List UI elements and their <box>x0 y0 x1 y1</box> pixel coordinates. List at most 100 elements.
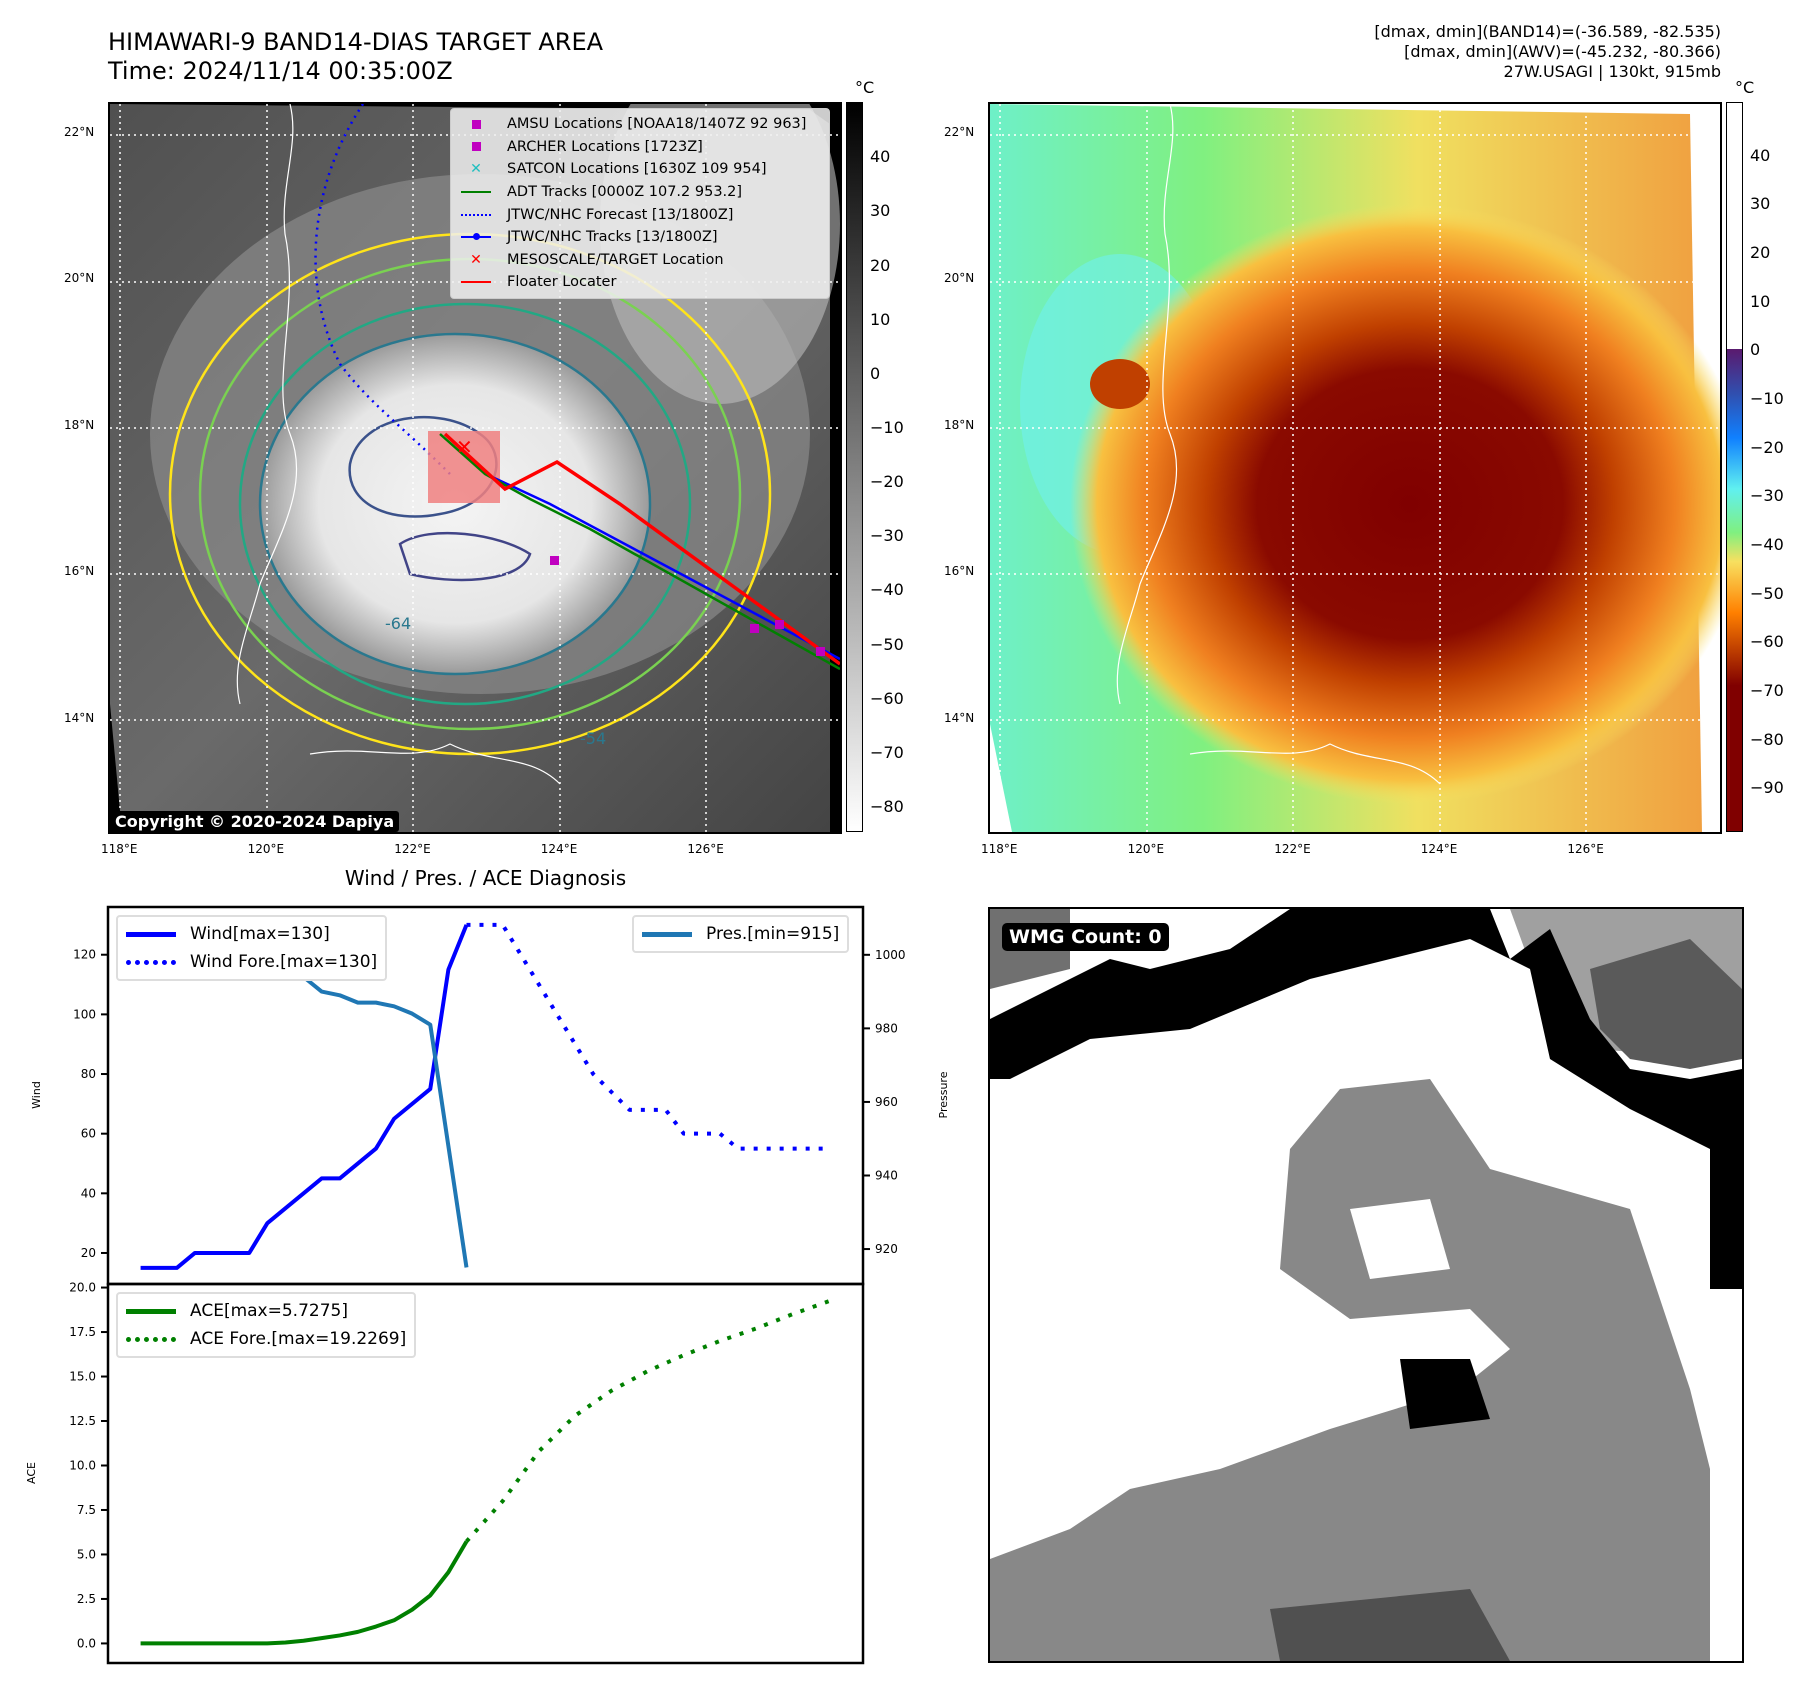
wind-line <box>140 924 469 1270</box>
wind-tick-label: 120 <box>73 948 96 962</box>
awv-colorbar-tick: 30 <box>1750 194 1771 214</box>
lat-tick-label: 18°N <box>64 417 95 432</box>
ir-colorbar <box>846 102 863 832</box>
legend-marker-icon <box>459 119 493 129</box>
lon-tick-label: 120°E <box>247 842 285 856</box>
wind-forecast-line <box>466 922 829 1151</box>
awv-colorbar-tick: −20 <box>1750 437 1784 457</box>
ir-map: ✕ -64 -54 AMSU Locations [NOAA18/1407Z 9… <box>108 102 842 834</box>
ace-tick-label: 0.0 <box>77 1636 96 1650</box>
legend-line-icon <box>126 931 176 937</box>
legend-label: ARCHER Locations [1723Z] <box>507 138 703 155</box>
contour-label: -54 <box>580 729 606 748</box>
wind-tick-label: 100 <box>73 1007 96 1021</box>
lon-tick-label: 120°E <box>1127 842 1165 856</box>
legend-entry: JTWC/NHC Forecast [13/1800Z] <box>459 203 821 226</box>
awv-colorbar-tick: 20 <box>1750 242 1771 262</box>
legend-entry: ADT Tracks [0000Z 107.2 953.2] <box>459 181 821 204</box>
forecast-track <box>314 104 451 475</box>
ace-tick-label: 7.5 <box>77 1503 96 1517</box>
pressure-legend: Pres.[min=915] <box>632 915 850 953</box>
pressure-tick-label: 940 <box>875 1168 898 1182</box>
awv-colorbar-tick: −10 <box>1750 388 1784 408</box>
target-x-marker: ✕ <box>456 435 473 459</box>
legend-label: ACE[max=5.7275] <box>190 1301 348 1321</box>
lat-tick-label: 22°N <box>944 125 975 139</box>
ace-tick-label: 5.0 <box>77 1547 96 1561</box>
lon-tick-label: 126°E <box>687 842 724 856</box>
ir-colorbar-tick: 20 <box>870 255 891 275</box>
target-area <box>428 431 500 503</box>
legend-entry: Wind[max=130] <box>126 920 377 948</box>
legend-label: JTWC/NHC Forecast [13/1800Z] <box>507 206 734 223</box>
amsu-markers <box>550 556 825 656</box>
legend-line-icon <box>126 1308 176 1314</box>
storm-summary: 27W.USAGI | 130kt, 915mb <box>1503 62 1721 81</box>
lon-tick-label: 122°E <box>1274 842 1311 856</box>
legend-marker-icon: ✕ <box>470 161 482 178</box>
legend-marker-icon: ✕ <box>470 251 482 268</box>
adt-track <box>439 433 840 671</box>
awv-colorbar-tick: 0 <box>1750 340 1761 360</box>
ace-legend: ACE[max=5.7275] ACE Fore.[max=19.2269] <box>116 1292 417 1358</box>
lon-tick-label: 126°E <box>1567 842 1604 856</box>
legend-label: Wind[max=130] <box>190 924 330 944</box>
legend-entry: JTWC/NHC Tracks [13/1800Z] <box>459 226 821 249</box>
chart-title: Wind / Pres. / ACE Diagnosis <box>344 866 627 890</box>
ace-line <box>140 1540 469 1646</box>
ir-colorbar-unit: °C <box>855 78 875 97</box>
map-legend: AMSU Locations [NOAA18/1407Z 92 963] ARCH… <box>450 108 830 299</box>
wmg-count-label: WMG Count: 0 <box>1002 923 1169 951</box>
ir-colorbar-tick: −60 <box>870 688 904 708</box>
legend-entry: Wind Fore.[max=130] <box>126 948 377 976</box>
awv-map <box>988 102 1722 834</box>
lon-tick-label: 124°E <box>1420 842 1458 856</box>
pressure-tick-label: 980 <box>875 1021 898 1035</box>
floater-track <box>443 432 840 666</box>
ir-colorbar-tick: −50 <box>870 634 904 654</box>
ir-colorbar-tick: −80 <box>870 797 904 817</box>
lon-tick-label: 122°E <box>394 842 431 856</box>
pressure-axis-label: Pressure <box>937 1071 950 1118</box>
wind-tick-label: 80 <box>81 1067 96 1081</box>
legend-marker-icon <box>459 191 493 194</box>
legend-label: Floater Locater <box>507 274 617 291</box>
awv-colorbar-unit: °C <box>1735 78 1755 97</box>
ace-axis-label: ACE <box>25 1462 38 1484</box>
awv-colorbar <box>1726 102 1743 832</box>
awv-colorbar-tick: −70 <box>1750 680 1784 700</box>
ace-tick-label: 17.5 <box>69 1325 96 1339</box>
legend-marker-icon <box>459 142 493 152</box>
awv-colorbar-tick: −40 <box>1750 534 1784 554</box>
contour-label: -64 <box>385 614 411 633</box>
legend-entry: ACE[max=5.7275] <box>126 1297 406 1325</box>
storm-info: [dmax, dmin](BAND14)=(-36.589, -82.535) … <box>1374 22 1721 82</box>
awv-colorbar-tick: 10 <box>1750 291 1771 311</box>
ir-colorbar-tick: −10 <box>870 418 904 437</box>
ir-colorbar-tick: −20 <box>870 472 904 492</box>
awv-range: [dmax, dmin](AWV)=(-45.232, -80.366) <box>1404 42 1721 61</box>
legend-entry: ✕ MESOSCALE/TARGET Location <box>459 249 821 272</box>
wind-tick-label: 60 <box>81 1127 96 1141</box>
awv-colorbar-tick: −90 <box>1750 778 1784 798</box>
legend-marker-icon <box>459 213 493 216</box>
ir-colorbar-tick: −70 <box>870 742 904 762</box>
awv-colorbar-tick: −80 <box>1750 729 1784 749</box>
plot-frame <box>106 1282 865 1665</box>
product-title: HIMAWARI-9 BAND14-DIAS TARGET AREA <box>108 28 604 56</box>
awv-colorbar-tick: −30 <box>1750 486 1784 506</box>
awv-colorbar-tick: −50 <box>1750 583 1784 603</box>
wind-axis-label: Wind <box>30 1081 43 1109</box>
pressure-tick-label: 960 <box>875 1095 898 1109</box>
legend-marker-icon <box>459 233 493 241</box>
ir-colorbar-tick: −30 <box>870 526 904 546</box>
lat-tick-label: 16°N <box>64 564 95 579</box>
lat-tick-label: 22°N <box>64 125 95 139</box>
lon-tick-label: 124°E <box>540 842 578 856</box>
ir-colorbar-tick: 40 <box>870 147 891 167</box>
lat-tick-label: 14°N <box>64 710 95 725</box>
ir-colorbar-tick: 30 <box>870 201 891 221</box>
legend-entry: ARCHER Locations [1723Z] <box>459 136 821 159</box>
legend-label: Pres.[min=915] <box>706 924 840 944</box>
legend-label: JTWC/NHC Tracks [13/1800Z] <box>507 229 718 246</box>
